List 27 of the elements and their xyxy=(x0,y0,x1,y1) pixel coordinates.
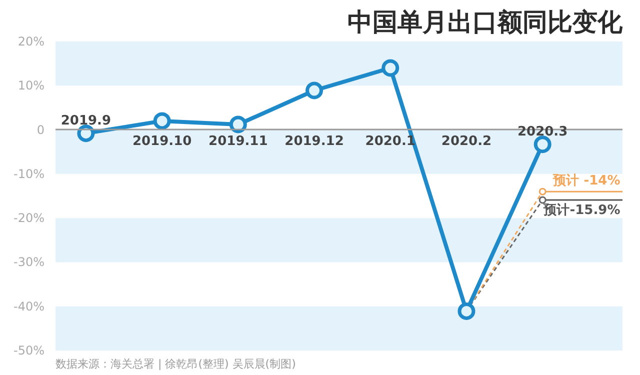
x-tick-label: 2019.10 xyxy=(132,134,192,149)
y-tick-label: -30% xyxy=(14,255,45,270)
point xyxy=(538,196,546,204)
y-tick-label: 10% xyxy=(18,78,44,93)
y-tick-label: -10% xyxy=(14,166,45,181)
point xyxy=(77,124,95,142)
y-tick-label: -50% xyxy=(14,344,45,358)
chart-title: 中国单月出口额同比变化 xyxy=(348,8,624,36)
y-tick-label: 0 xyxy=(36,122,45,137)
point xyxy=(382,59,400,77)
point xyxy=(306,82,324,100)
x-tick-label: 2020.3 xyxy=(518,124,568,140)
x-tick-label: 2019.9 xyxy=(60,113,112,128)
point xyxy=(153,112,171,130)
ref-line-label: 预计 -14% xyxy=(552,174,620,189)
y-tick-label: -20% xyxy=(14,211,45,226)
ref-line-label: 预计-15.9% xyxy=(542,202,620,218)
point xyxy=(458,302,476,320)
y-tick-label: 20% xyxy=(18,34,44,48)
x-tick-label: 2019.11 xyxy=(208,134,268,149)
x-tick-label: 2019.12 xyxy=(284,134,344,149)
y-tick-label: -40% xyxy=(14,299,45,314)
source-note: 数据来源：海关总署 | 徐乾昂(整理) 吴辰晨(制图) xyxy=(56,358,296,370)
x-tick-label: 2020.2 xyxy=(441,134,492,149)
point xyxy=(538,188,546,196)
point xyxy=(229,116,247,134)
point xyxy=(534,136,552,154)
